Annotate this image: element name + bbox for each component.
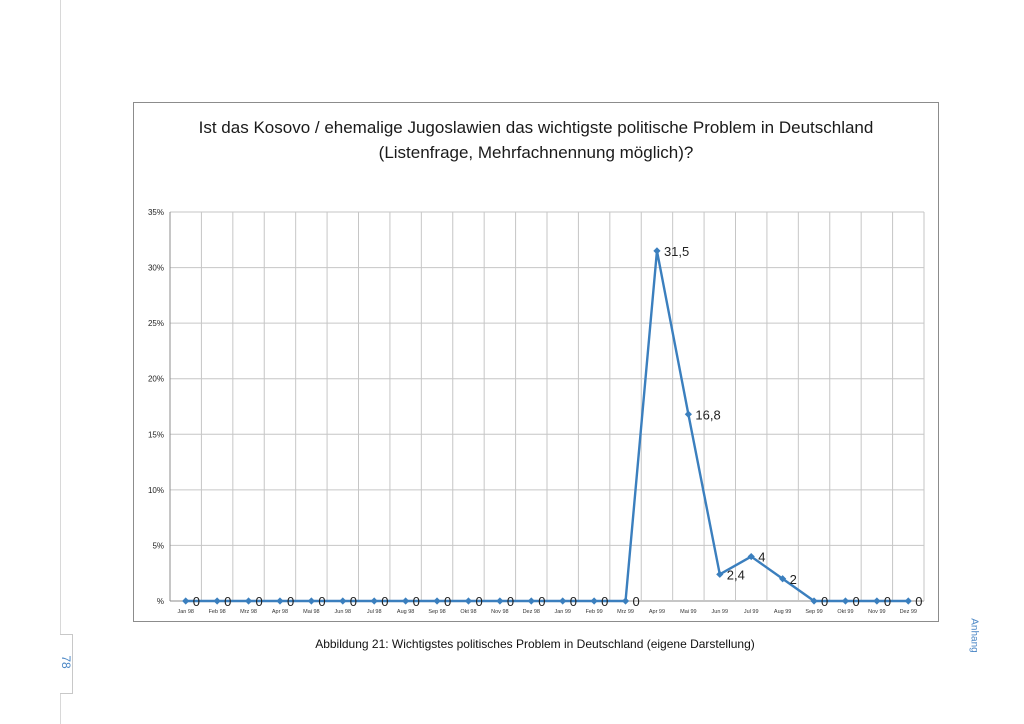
data-point: [307, 597, 315, 605]
y-tick-label: 20%: [148, 375, 164, 384]
x-tick-label: Sep 99: [805, 609, 822, 615]
x-tick-label: Mai 99: [680, 609, 697, 615]
data-label: 0: [601, 594, 608, 609]
data-point: [684, 410, 692, 418]
data-point: [339, 597, 347, 605]
x-tick-label: Dez 98: [523, 609, 540, 615]
data-label: 0: [475, 594, 482, 609]
data-point: [213, 597, 221, 605]
data-point: [904, 597, 912, 605]
chart-title: Ist das Kosovo / ehemalige Jugoslawien d…: [134, 115, 938, 165]
x-tick-label: Jun 99: [712, 609, 729, 615]
data-label: 2,4: [727, 567, 745, 582]
data-point: [464, 597, 473, 605]
x-tick-label: Mrz 99: [617, 609, 634, 615]
data-point: [402, 597, 410, 605]
y-tick-label: 10%: [148, 486, 164, 495]
x-tick-label: Mrz 98: [240, 609, 257, 615]
page-number: 78: [59, 655, 73, 669]
x-tick-label: Dez 99: [900, 609, 917, 615]
data-label: 0: [381, 594, 388, 609]
y-tick-label: %: [157, 597, 164, 606]
x-tick-label: Feb 98: [209, 609, 226, 615]
x-tick-label: Jan 99: [554, 609, 571, 615]
data-label: 0: [350, 594, 357, 609]
x-tick-label: Jul 98: [367, 609, 382, 615]
data-point: [182, 597, 190, 605]
x-tick-label: Nov 99: [868, 609, 885, 615]
data-label: 2: [790, 572, 797, 587]
chapter-label: Anhang: [968, 618, 980, 653]
x-tick-label: Jul 99: [744, 609, 759, 615]
data-point: [653, 247, 661, 255]
data-label: 0: [444, 594, 451, 609]
data-label: 0: [538, 594, 545, 609]
data-point: [621, 597, 630, 605]
data-point: [527, 597, 535, 605]
data-label: 0: [852, 594, 859, 609]
data-label: 0: [633, 594, 640, 609]
data-label: 0: [915, 594, 922, 609]
data-point: [370, 597, 378, 605]
x-tick-label: Okt 98: [460, 609, 476, 615]
data-point: [590, 597, 598, 605]
x-tick-label: Feb 99: [586, 609, 603, 615]
x-tick-label: Aug 99: [774, 609, 791, 615]
y-tick-label: 35%: [148, 208, 164, 217]
data-label: 0: [507, 594, 514, 609]
x-tick-label: Aug 98: [397, 609, 414, 615]
x-tick-label: Nov 98: [491, 609, 508, 615]
x-tick-label: Mai 98: [303, 609, 320, 615]
data-label: 4: [758, 550, 765, 565]
y-tick-label: 5%: [152, 541, 164, 550]
page-left-edge: [60, 0, 61, 724]
data-point: [747, 552, 755, 561]
data-label: 0: [821, 594, 828, 609]
figure-caption: Abbildung 21: Wichtigstes politisches Pr…: [315, 637, 755, 651]
series-line: [185, 249, 909, 603]
data-point: [433, 597, 441, 605]
data-point: [716, 570, 724, 578]
data-label: 0: [256, 594, 263, 609]
y-tick-label: 30%: [148, 264, 164, 273]
data-label: 31,5: [664, 244, 689, 259]
data-point: [559, 597, 567, 605]
data-label: 0: [884, 594, 891, 609]
data-label: 0: [224, 594, 231, 609]
data-label: 0: [287, 594, 294, 609]
chart-title-line-1: Ist das Kosovo / ehemalige Jugoslawien d…: [198, 118, 874, 137]
data-point: [244, 597, 253, 605]
data-point: [496, 597, 504, 605]
data-point: [841, 597, 850, 605]
data-point: [810, 597, 818, 605]
data-label: 0: [413, 594, 420, 609]
x-tick-label: Apr 98: [272, 609, 288, 615]
line-chart: % 5% 10% 15% 20% 25% 30% 35% Jan 98 Feb 98 Mrz 98 A…: [148, 208, 925, 615]
y-tick-label: 25%: [148, 319, 164, 328]
data-point: [276, 597, 284, 605]
x-tick-label: Okt 99: [837, 609, 853, 615]
page-number-tab: [60, 634, 73, 694]
data-label: 0: [570, 594, 577, 609]
chart-frame: Ist das Kosovo / ehemalige Jugoslawien d…: [133, 102, 939, 622]
x-tick-label: Sep 98: [428, 609, 445, 615]
chart-title-line-2: (Listenfrage, Mehrfachnennung möglich)?: [378, 143, 694, 162]
data-label: 0: [193, 594, 200, 609]
data-point: [779, 575, 787, 583]
x-tick-label: Apr 99: [649, 609, 665, 615]
x-tick-label: Jun 98: [335, 609, 352, 615]
data-label: 16,8: [695, 407, 720, 422]
data-point: [873, 597, 881, 605]
data-label: 0: [318, 594, 325, 609]
x-tick-label: Jan 98: [177, 609, 194, 615]
y-tick-label: 15%: [148, 430, 164, 439]
